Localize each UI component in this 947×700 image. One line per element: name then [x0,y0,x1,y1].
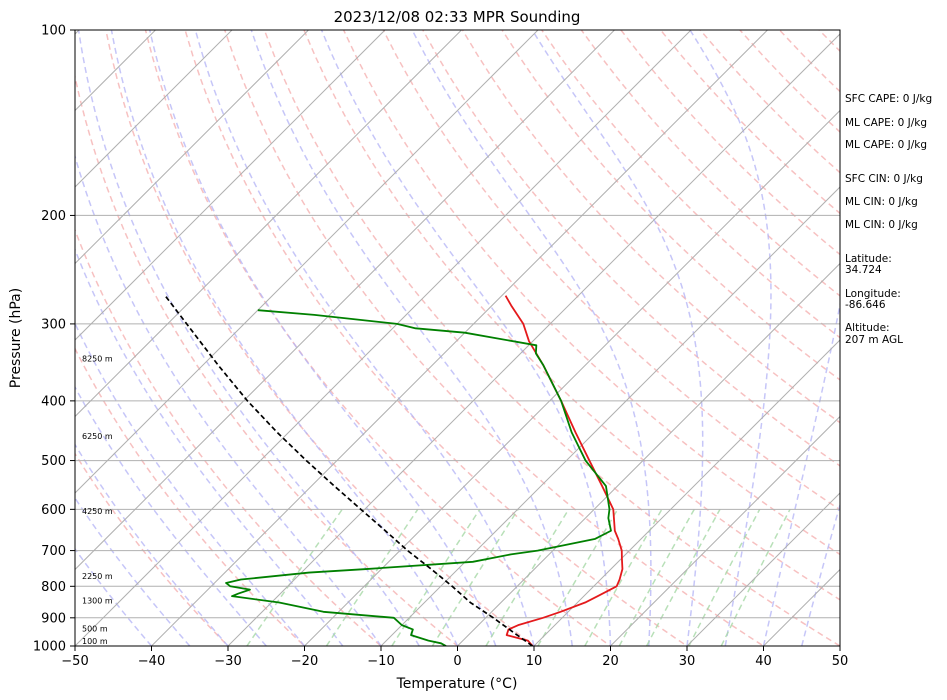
dry-adiabat-line [144,30,612,646]
height-label: 4250 m [82,507,113,516]
height-label: 8250 m [82,355,113,364]
dry-adiabat-line [75,228,383,646]
isotherm-line [151,30,768,646]
isotherm-line [75,30,692,646]
isotherm-line [75,30,615,571]
dry-adiabat-line [75,452,230,646]
moist-adiabat-line [75,443,229,646]
y-tick-label: 800 [41,580,66,595]
info-panel-line: -86.646 [845,299,886,311]
isotherm-line [75,30,539,494]
info-panel-line: SFC CIN: 0 J/kg [845,173,923,185]
x-tick-label: −20 [291,654,318,669]
moist-adiabat-line [689,30,772,646]
y-tick-label: 300 [41,317,66,332]
y-axis-label: Pressure (hPa) [8,288,24,388]
isotherm-line [75,30,309,265]
info-panel-line: ML CIN: 0 J/kg [845,219,918,231]
x-tick-label: 50 [832,654,849,669]
y-tick-label: 400 [41,394,66,409]
mixing-ratio-line [688,508,761,646]
info-panel: SFC CAPE: 0 J/kg ML CAPE: 0 J/kg ML CAPE: … [845,93,932,346]
isotherm-line [380,186,840,646]
moist-adiabat-line [250,30,573,646]
y-tick-label: 600 [41,503,66,518]
info-panel-line: SFC CAPE: 0 J/kg [845,93,932,105]
moist-adiabat-line [411,30,652,646]
isotherm-line [227,33,840,646]
x-tick-label: −40 [138,654,165,669]
dry-adiabat-line [223,30,765,646]
profile-line [225,309,612,646]
info-panel-line: 34.724 [845,264,882,276]
y-tick-label: 500 [41,454,66,469]
x-tick-label: −10 [367,654,394,669]
isotherm-line [75,30,233,188]
mixing-ratio-line [537,508,619,646]
y-tick-label: 700 [41,544,66,559]
plot-area: −50 −40 −30 −20 −10 0 10 20 30 40 50 1000 900 800 700 6… [33,24,849,670]
moist-adiabat-line [194,30,535,646]
x-axis-label: Temperature (°C) [396,676,518,692]
y-tick-label: 1000 [33,640,66,655]
info-panel-line: Latitude: [845,253,892,265]
dry-adiabat-line [501,30,840,381]
plot-clipped-group [75,30,840,646]
x-tick-label: 40 [755,654,772,669]
y-tick-label: 200 [41,209,66,224]
moist-adiabat-line [320,30,612,646]
dry-adiabat-line [263,30,840,646]
mixing-ratio-line [485,508,570,646]
height-label: 6250 m [82,432,113,441]
x-tick-label: 20 [602,654,619,669]
mixing-ratio-line [720,508,791,646]
isotherm-line [610,415,840,646]
moist-adiabat-line [75,153,382,646]
moist-adiabat-line [762,300,840,646]
moist-adiabat-line [801,502,840,646]
mixing-ratio-line [645,508,721,646]
dry-adiabat-line [105,30,536,646]
info-panel-line: Longitude: [845,288,901,300]
info-panel-line: 207 m AGL [845,334,903,346]
isotherm-line [75,30,386,341]
x-tick-label: 10 [526,654,543,669]
dry-adiabat-line [461,30,840,424]
dry-adiabat-line [303,30,840,601]
isotherm-line [304,109,840,646]
x-tick-label: 30 [679,654,696,669]
moist-adiabat-line [531,30,704,646]
height-label: 1300 m [82,597,113,606]
x-tick-label: −50 [61,654,88,669]
mixing-ratio-line [584,508,663,646]
height-label: 500 m [82,625,108,634]
dry-adiabat-line [75,347,306,646]
y-tick-label: 100 [41,24,66,39]
dry-adiabat-line [184,30,689,646]
height-label: 100 m [82,637,108,646]
isotherm-line [457,262,840,646]
height-label: 2250 m [82,572,113,581]
y-tick-label: 900 [41,611,66,626]
moist-adiabat-line [110,30,459,646]
dry-adiabat-line [75,73,459,646]
moist-adiabat-line [75,385,267,646]
info-panel-line: ML CAPE: 0 J/kg [845,117,927,129]
x-tick-label: 0 [453,654,461,669]
moist-adiabat-line [77,30,420,646]
info-panel-line: Altitude: [845,322,890,334]
info-panel-line: ML CAPE: 0 J/kg [845,139,927,151]
info-panel-line: ML CIN: 0 J/kg [845,196,918,208]
dry-adiabat-line [580,30,840,297]
moist-adiabat-line [148,30,497,646]
isotherm-line [686,492,840,646]
x-tick-label: −30 [214,654,241,669]
chart-title: 2023/12/08 02:33 MPR Sounding [334,8,581,26]
profile-line [164,295,533,646]
moist-adiabat-line [75,247,344,646]
isotherm-line [75,30,462,418]
isotherm-line [533,339,840,646]
dry-adiabat-line [422,30,840,467]
